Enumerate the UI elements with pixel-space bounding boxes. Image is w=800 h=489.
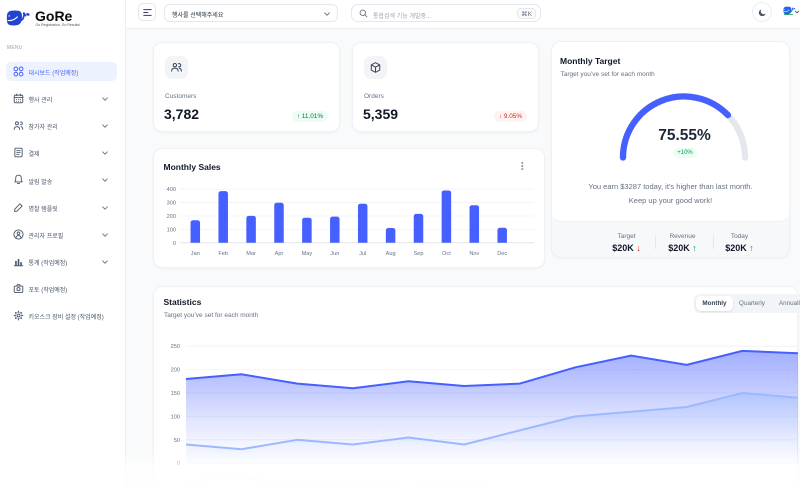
- svg-text:100: 100: [167, 227, 176, 233]
- svg-text:May: May: [302, 251, 313, 257]
- svg-text:100: 100: [171, 414, 180, 420]
- svg-text:200: 200: [171, 368, 180, 374]
- svg-text:Apr: Apr: [275, 251, 284, 257]
- svg-text:200: 200: [167, 214, 176, 220]
- svg-text:300: 300: [167, 201, 176, 207]
- svg-text:Jan: Jan: [191, 251, 200, 257]
- svg-text:Oct: Oct: [442, 251, 451, 257]
- svg-text:0: 0: [173, 241, 176, 247]
- svg-text:Mar: Mar: [246, 251, 256, 257]
- svg-text:Aug: Aug: [386, 251, 396, 257]
- svg-text:250: 250: [171, 344, 180, 350]
- svg-text:Jul: Jul: [359, 251, 366, 257]
- svg-text:0: 0: [177, 461, 180, 467]
- svg-text:Jun: Jun: [330, 251, 339, 257]
- svg-text:150: 150: [171, 391, 180, 397]
- svg-text:400: 400: [167, 187, 176, 193]
- svg-text:Sep: Sep: [414, 251, 424, 257]
- svg-text:Dec: Dec: [497, 251, 507, 257]
- svg-text:Nov: Nov: [469, 251, 479, 257]
- svg-text:Feb: Feb: [218, 251, 228, 257]
- svg-text:50: 50: [174, 438, 180, 444]
